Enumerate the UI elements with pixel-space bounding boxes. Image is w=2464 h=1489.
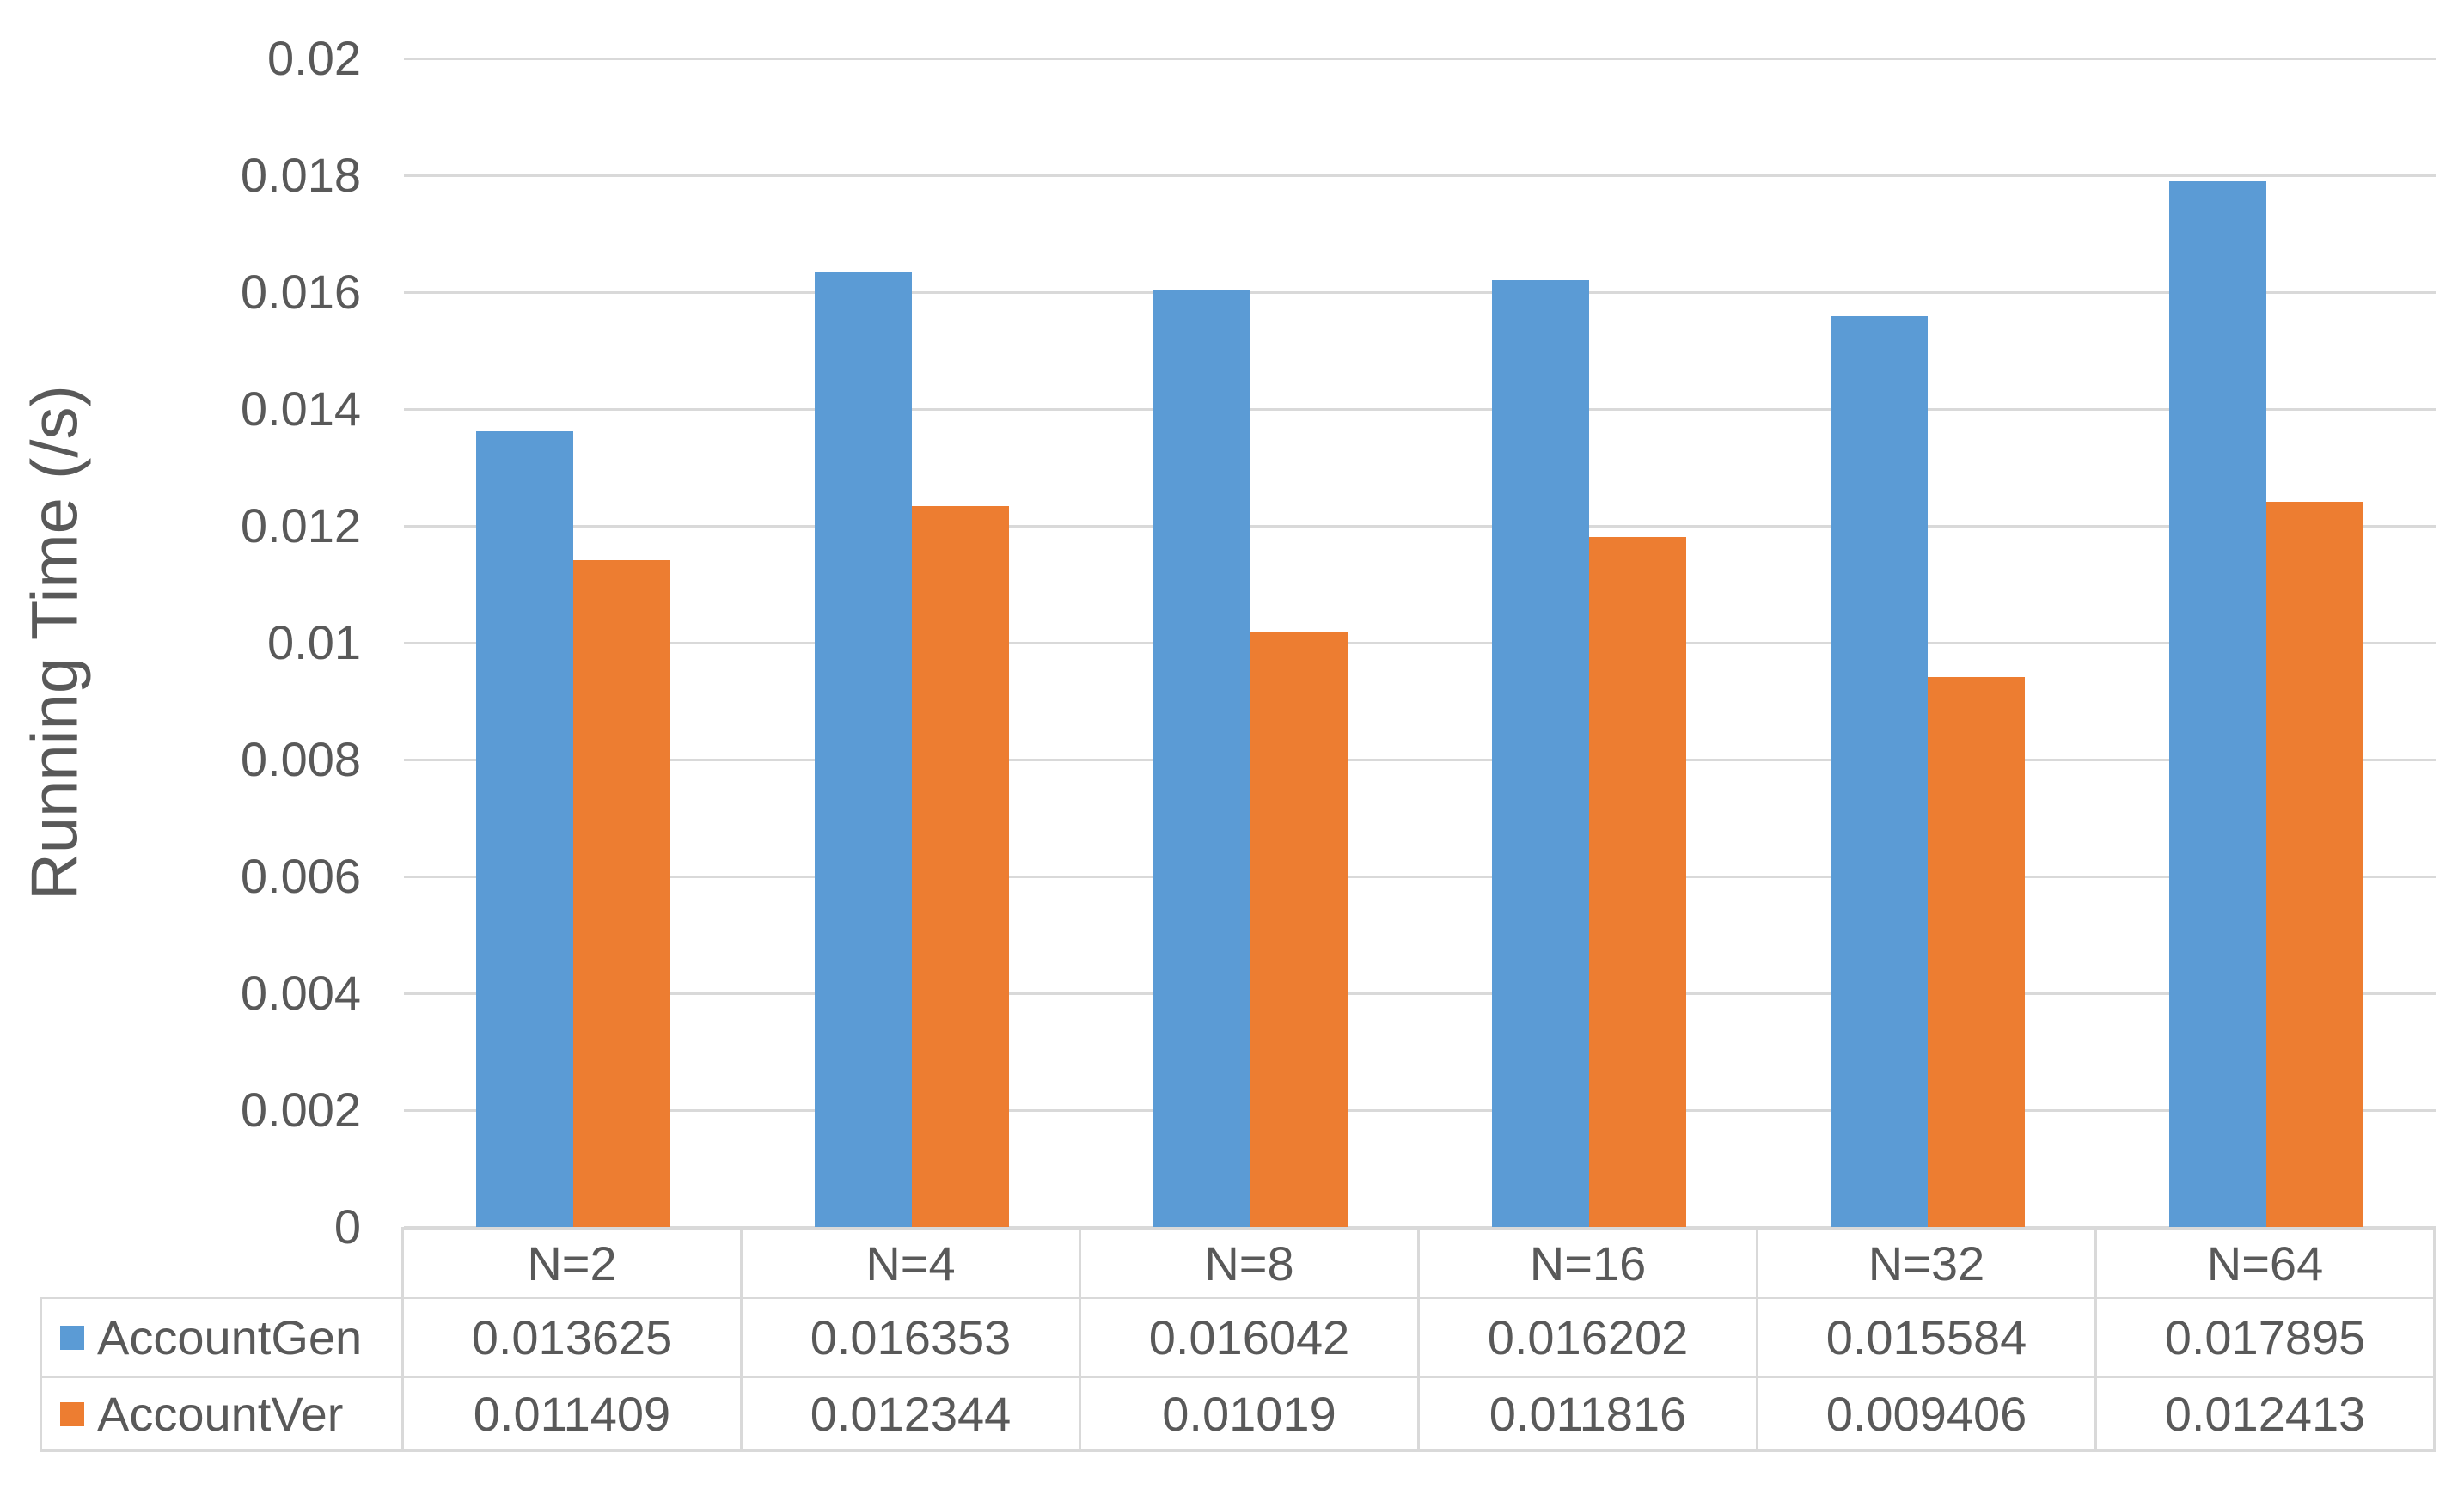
gridline-0018 (404, 174, 2436, 177)
bar-accountgen-n16 (1492, 280, 1589, 1227)
gridline-001 (404, 641, 2436, 644)
gridline-0006 (404, 875, 2436, 878)
value-cell-accountver-n32: 0.009406 (1758, 1378, 2097, 1452)
y-tick-label-0008: 0.008 (240, 732, 361, 786)
bar-accountver-n4 (912, 505, 1009, 1227)
bar-accountver-n64 (2266, 501, 2363, 1227)
table-header-cell-n16: N=16 (1420, 1227, 1758, 1299)
gridline-002 (404, 57, 2436, 60)
y-tick-label-0016: 0.016 (240, 265, 361, 319)
gridline-0014 (404, 407, 2436, 411)
value-cell-accountver-n64: 0.012413 (2097, 1378, 2436, 1452)
y-tick-label-0004: 0.004 (240, 966, 361, 1020)
y-axis-tick-labels: 0 0.002 0.004 0.006 0.008 0.01 0.012 0.014 0.016… (0, 34, 361, 1251)
y-tick-label-001: 0.01 (267, 615, 361, 669)
bar-accountgen-n8 (1153, 290, 1250, 1227)
value-cell-accountgen-n8: 0.016042 (1081, 1299, 1420, 1378)
y-tick-label-002: 0.02 (267, 31, 361, 85)
legend-cell-accountgen: AccountGen (40, 1299, 404, 1378)
series-name-accountgen: AccountGen (97, 1310, 363, 1364)
value-cell-accountver-n16: 0.011816 (1420, 1378, 1758, 1452)
value-cell-accountgen-n4: 0.016353 (743, 1299, 1081, 1378)
chart-data-table: N=2 N=4 N=8 N=16 N=32 N=64 AccountGen 0.013625 0… (40, 1227, 2436, 1452)
value-cell-accountver-n8: 0.01019 (1081, 1378, 1420, 1452)
table-header-cell-n64: N=64 (2097, 1227, 2436, 1299)
gridline-0016 (404, 290, 2436, 294)
table-header-cell-n32: N=32 (1758, 1227, 2097, 1299)
table-header-cell-n8: N=8 (1081, 1227, 1420, 1299)
legend-swatch-accountver (60, 1401, 84, 1426)
bar-accountgen-n2 (476, 430, 573, 1227)
value-cell-accountver-n4: 0.012344 (743, 1378, 1081, 1452)
y-tick-label-0014: 0.014 (240, 381, 361, 436)
series-name-accountver: AccountVer (97, 1387, 344, 1441)
legend-swatch-accountgen (60, 1325, 84, 1350)
table-header-cell-n4: N=4 (743, 1227, 1081, 1299)
value-cell-accountgen-n32: 0.015584 (1758, 1299, 2097, 1378)
bar-group-n4 (743, 58, 1081, 1227)
value-cell-accountgen-n2: 0.013625 (404, 1299, 743, 1378)
bar-group-n32 (1758, 58, 2097, 1227)
table-corner-cell (40, 1227, 404, 1299)
bar-groups (404, 58, 2436, 1227)
bar-group-n16 (1420, 58, 1758, 1227)
bar-group-n2 (404, 58, 743, 1227)
bar-accountver-n32 (1928, 677, 2025, 1227)
bar-group-n64 (2097, 58, 2436, 1227)
bar-accountgen-n32 (1831, 316, 1928, 1227)
gridline-0004 (404, 992, 2436, 995)
bar-group-n8 (1081, 58, 1420, 1227)
value-cell-accountver-n2: 0.011409 (404, 1378, 743, 1452)
y-tick-label-0006: 0.006 (240, 849, 361, 903)
plot-area (404, 57, 2436, 1229)
legend-cell-accountver: AccountVer (40, 1378, 404, 1452)
gridline-0008 (404, 758, 2436, 761)
value-cell-accountgen-n16: 0.016202 (1420, 1299, 1758, 1378)
y-tick-label-0002: 0.002 (240, 1083, 361, 1137)
gridline-0002 (404, 1108, 2436, 1112)
y-tick-label-0018: 0.018 (240, 148, 361, 202)
bar-accountgen-n4 (815, 272, 912, 1227)
bar-accountver-n16 (1589, 536, 1686, 1227)
bar-accountver-n2 (573, 560, 670, 1227)
gridline-0012 (404, 524, 2436, 528)
bar-accountver-n8 (1250, 632, 1348, 1227)
y-tick-label-0012: 0.012 (240, 498, 361, 552)
bar-accountgen-n64 (2169, 181, 2266, 1227)
y-tick-label-0: 0 (333, 1199, 361, 1254)
value-cell-accountgen-n64: 0.017895 (2097, 1299, 2436, 1378)
table-header-cell-n2: N=2 (404, 1227, 743, 1299)
